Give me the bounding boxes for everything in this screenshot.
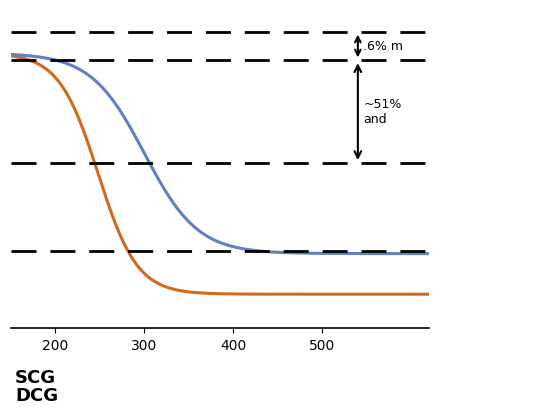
Text: .6% m: .6% m xyxy=(363,39,403,52)
Text: DCG: DCG xyxy=(15,387,58,405)
Text: ~51%
and: ~51% and xyxy=(363,97,402,126)
Text: SCG: SCG xyxy=(15,369,56,386)
